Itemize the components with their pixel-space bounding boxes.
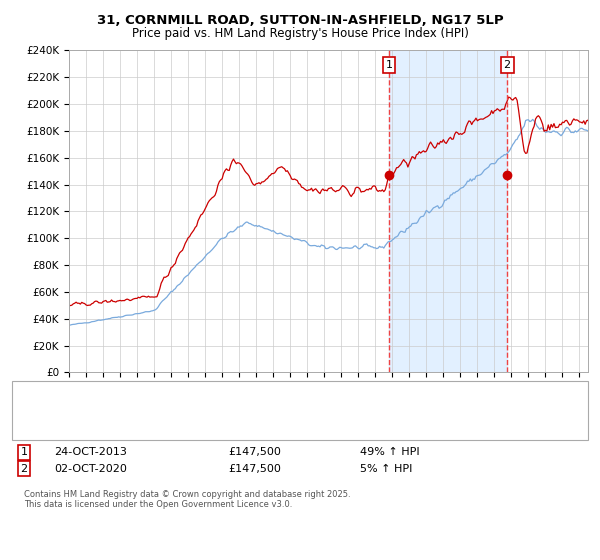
Text: HPI: Average price, semi-detached house, Ashfield: HPI: Average price, semi-detached house,… — [78, 422, 330, 432]
Bar — [389, 50, 507, 372]
Text: 31, CORNMILL ROAD, SUTTON-IN-ASHFIELD, NG17 5LP: 31, CORNMILL ROAD, SUTTON-IN-ASHFIELD, N… — [97, 14, 503, 27]
Text: ─────: ───── — [24, 421, 62, 434]
Text: 2: 2 — [20, 464, 28, 474]
Text: 31, CORNMILL ROAD, SUTTON-IN-ASHFIELD, NG17 5LP (semi-detached house): 31, CORNMILL ROAD, SUTTON-IN-ASHFIELD, N… — [78, 409, 467, 419]
Text: 2: 2 — [503, 60, 511, 70]
Text: £147,500: £147,500 — [228, 464, 281, 474]
Text: 49% ↑ HPI: 49% ↑ HPI — [360, 447, 419, 458]
Text: Contains HM Land Registry data © Crown copyright and database right 2025.
This d: Contains HM Land Registry data © Crown c… — [24, 490, 350, 510]
Text: £147,500: £147,500 — [228, 447, 281, 458]
Text: 1: 1 — [20, 447, 28, 458]
Text: 1: 1 — [386, 60, 392, 70]
Text: Price paid vs. HM Land Registry's House Price Index (HPI): Price paid vs. HM Land Registry's House … — [131, 27, 469, 40]
Text: 02-OCT-2020: 02-OCT-2020 — [54, 464, 127, 474]
Text: 24-OCT-2013: 24-OCT-2013 — [54, 447, 127, 458]
Text: ─────: ───── — [24, 407, 62, 421]
Text: 5% ↑ HPI: 5% ↑ HPI — [360, 464, 412, 474]
